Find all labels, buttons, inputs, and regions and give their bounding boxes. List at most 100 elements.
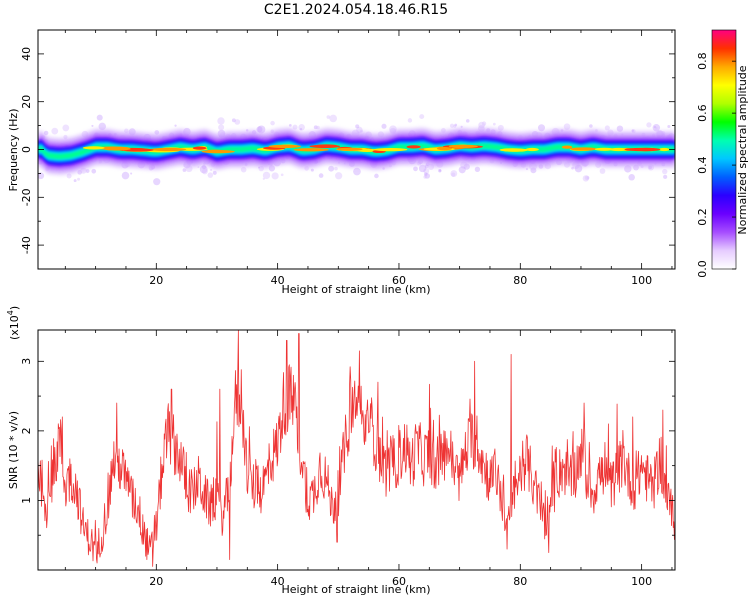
spectral-halo [450,170,458,177]
spectral-halo [571,166,574,170]
spectral-halo [199,165,208,174]
snr-series-line [38,330,675,567]
spectrogram-y-tick-label: 40 [20,47,33,61]
spectral-halo [563,123,571,130]
spectral-halo [454,123,458,127]
snr-y-tick-label: 1 [20,497,33,504]
spectral-band [38,114,675,186]
spectral-halo [599,168,606,174]
spectral-halo [209,168,213,171]
spectral-halo [438,169,442,173]
spectral-halo [616,125,624,132]
spectral-peak [561,145,573,149]
snr-x-tick-label: 20 [149,575,163,588]
spectral-halo [218,124,225,131]
spectral-halo [374,173,379,179]
spectral-peak [569,147,598,151]
spectrogram-y-ticks: -40 -20 0 20 40 [20,29,675,270]
spectral-halo [91,168,97,174]
spectral-halo [356,126,363,134]
spectral-halo [481,121,487,126]
spectral-halo [280,173,284,177]
spectral-halo [586,176,590,180]
spectral-halo [453,124,457,128]
spectral-halo [201,168,208,175]
spectral-halo [271,172,279,180]
spectral-halo [240,166,247,173]
snr-y-tick-label: 3 [20,358,33,365]
spectral-halo [96,114,103,121]
spectral-peak [450,144,478,148]
spectral-halo [217,117,225,125]
spectral-peak [268,144,301,149]
spectrogram-y-tick-label: 0 [20,146,33,153]
spectral-halo [492,122,496,126]
spectral-halo [121,171,130,180]
spectral-halo [589,124,593,128]
spectral-halo [460,125,463,128]
spectral-peak [635,147,661,152]
spectral-halo [463,163,470,170]
spectrogram-x-tick-label: 80 [513,274,527,287]
snr-x-tick-label: 40 [271,575,285,588]
spectral-halo [316,125,320,130]
snr-x-ticks: 20 40 60 80 100 [64,330,673,588]
spectrogram-y-label: Frequency (Hz) [7,109,20,192]
svg-text:(x104): (x104) [6,306,21,340]
spectral-halo [631,129,635,132]
spectrogram-x-tick-label: 20 [149,274,163,287]
spectral-halo [423,172,428,176]
spectral-halo [407,118,413,123]
spectral-halo [424,173,431,179]
spectral-halo [62,124,70,132]
snr-y-multiplier: (x104) [6,306,21,340]
snr-y-tick-label: 2 [20,427,33,434]
spectral-halo [85,169,90,173]
spectral-halo [43,130,49,136]
spectral-peak [525,147,539,152]
spectral-peak [499,148,528,152]
spectral-halo [313,125,318,130]
spectral-halo [38,172,45,180]
spectral-peak [436,147,453,151]
spectral-halo [424,164,429,169]
spectral-halo [262,177,265,180]
spectral-halo [262,171,271,180]
spectral-halo [292,124,298,130]
spectrogram-x-tick-label: 100 [631,274,652,287]
spectral-halo [299,128,303,131]
spectral-halo [270,120,275,126]
spectral-halo [497,124,504,131]
spectral-halo [98,122,106,131]
spectral-halo [326,115,331,119]
spectral-halo [234,119,241,125]
colorbar-tick-label: 0.8 [696,52,709,70]
colorbar-tick-label: 0.2 [696,208,709,226]
spectral-peak [373,147,408,152]
spectral-halo [174,124,177,127]
colorbar-gradient [711,29,737,270]
spectral-halo [584,175,590,181]
spectral-halo [298,124,305,131]
spectral-halo [288,123,292,127]
colorbar-tick-label: 0.0 [696,260,709,278]
spectral-halo [51,127,59,135]
spectral-halo [66,173,72,179]
spectral-halo [582,175,590,182]
spectral-halo [328,165,335,172]
spectral-halo [438,169,442,172]
spectral-halo [525,168,529,171]
colorbar-label: Normalized spectral amplitude [736,65,749,234]
colorbar: 0.0 0.2 0.4 0.6 0.8 Normalized spectral ampl… [696,29,749,278]
spectral-halo [73,179,77,183]
spectral-halo [537,124,546,132]
spectral-halo [474,166,481,172]
spectral-peak [103,147,131,151]
figure-title: C2E1.2024.054.18.46.R15 [264,2,448,18]
colorbar-tick-label: 0.6 [696,104,709,122]
spectral-halo [353,167,361,176]
spectral-halo [419,114,425,120]
spectral-halo [449,123,455,128]
spectral-halo [212,170,217,175]
spectral-halo [329,114,338,123]
